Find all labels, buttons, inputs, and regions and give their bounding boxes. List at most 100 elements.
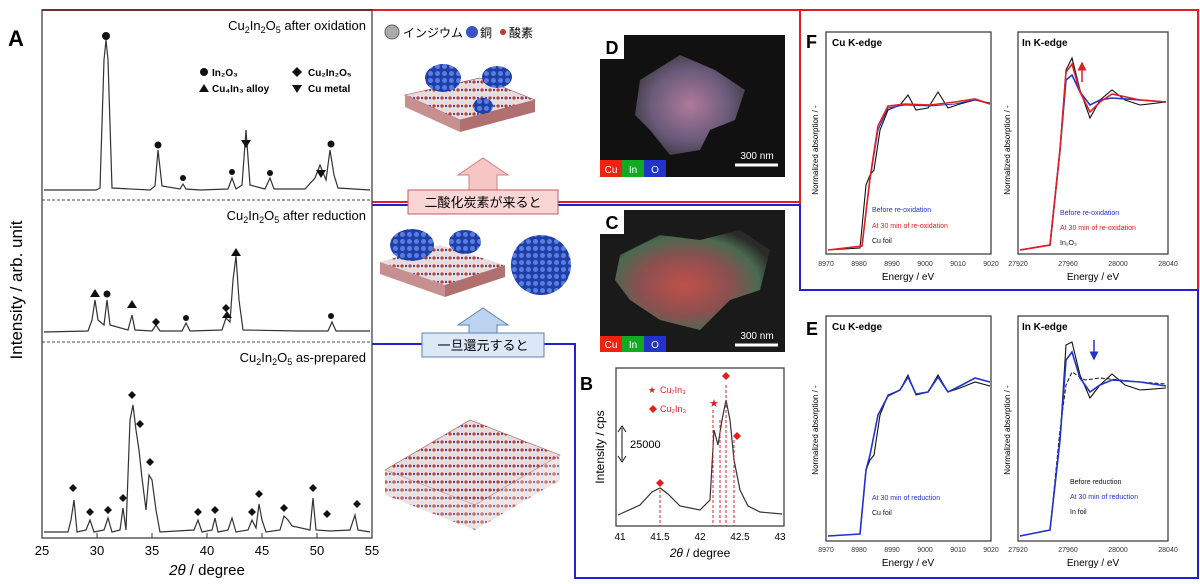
svg-text:28000: 28000 [1108,261,1128,268]
svg-text:25: 25 [35,543,49,558]
svg-text:25000: 25000 [630,439,661,451]
svg-text:Cu₂In₃: Cu₂In₃ [660,404,687,414]
micrograph-c: C 300 nm Cu In O [600,210,785,352]
panel-b-scale: 25000 [617,425,661,463]
svg-text:In₂O₃: In₂O₃ [1060,240,1077,247]
svg-text:45: 45 [255,543,269,558]
svg-text:Before reduction: Before reduction [1070,479,1121,486]
reduction-arrow: 一旦還元すると [421,307,545,358]
panel-b-ylabel: Intensity / cps [593,410,607,483]
svg-text:インジウム: インジウム [403,26,463,40]
svg-text:銅: 銅 [480,26,492,40]
svg-text:Energy / eV: Energy / eV [1067,558,1120,569]
svg-text:8970: 8970 [818,547,834,554]
panel-label-c: C [606,213,619,233]
svg-text:28040: 28040 [1158,547,1178,554]
svg-text:9000: 9000 [917,261,933,268]
svg-text:In: In [629,165,637,176]
svg-text:Energy / eV: Energy / eV [882,558,935,569]
svg-text:8980: 8980 [851,547,867,554]
svg-text:8970: 8970 [818,261,834,268]
svg-text:55: 55 [365,543,379,558]
svg-text:Cu₄In₃ alloy: Cu₄In₃ alloy [212,84,270,95]
panel-a-xticks: 25 30 35 40 45 50 55 [35,533,379,558]
svg-text:In foil: In foil [1070,509,1087,516]
pattern-title-prepared: Cu2In2O5 as-prepared [240,350,366,367]
blue-frame [372,204,1199,579]
oxidized-particle-model [404,64,536,132]
svg-text:In K-edge: In K-edge [1022,38,1068,49]
svg-text:27960: 27960 [1058,547,1078,554]
scale-bar-c: 300 nm [740,331,773,342]
svg-text:8980: 8980 [851,261,867,268]
svg-text:一旦還元すると: 一旦還元すると [437,338,528,353]
svg-text:Energy / eV: Energy / eV [1067,272,1120,283]
svg-text:In₂O₃: In₂O₃ [212,68,238,79]
svg-text:In: In [629,340,637,351]
xas-f-cu: Cu K-edge Normalized absorption / - Ener… [811,31,999,283]
panel-b-xticks: 41 41.5 42 42.5 43 [614,532,786,543]
panel-a-ylabel: Intensity / arb. unit [7,220,26,359]
svg-text:43: 43 [774,532,786,543]
xrd-pattern-reduction [43,248,370,333]
svg-text:40: 40 [200,543,214,558]
svg-text:27920: 27920 [1008,547,1028,554]
svg-text:9000: 9000 [917,547,933,554]
pattern-title-oxidation: Cu2In2O5 after oxidation [228,18,366,35]
svg-text:Cu foil: Cu foil [872,510,892,517]
svg-text:At 30 min of reduction: At 30 min of reduction [1070,494,1138,501]
atom-legend: インジウム 銅 酸素 [384,24,533,40]
as-prepared-crystal-model [384,419,561,530]
micrograph-d: D 300 nm Cu In O [600,35,785,177]
xrd-pattern-oxidation [44,32,371,191]
panel-b-axes [615,367,785,527]
svg-text:35: 35 [145,543,159,558]
panel-label-a: A [8,26,24,51]
panel-b-xlabel: 2θ / degree [669,546,731,560]
svg-text:50: 50 [310,543,324,558]
panel-b-curve [617,399,783,516]
xrd-pattern-as-prepared [44,391,371,533]
svg-text:★: ★ [648,385,656,395]
panel-label-d: D [606,38,619,58]
svg-text:41.5: 41.5 [650,532,670,543]
svg-text:27920: 27920 [1008,261,1028,268]
svg-text:O: O [651,340,659,351]
svg-text:Normalized absorption / -: Normalized absorption / - [811,105,820,195]
svg-text:Cu₇In₃: Cu₇In₃ [660,385,686,395]
svg-text:At 30 min of re-oxidation: At 30 min of re-oxidation [1060,225,1136,232]
panel-label-b: B [580,374,593,394]
svg-text:Energy / eV: Energy / eV [882,272,935,283]
svg-text:Before re-oxidation: Before re-oxidation [1060,210,1119,217]
xas-f-in: In K-edge Normalized absorption / - Ener… [1003,31,1178,283]
panel-b-markers: ★ [656,372,741,526]
pattern-title-reduction: Cu2In2O5 after reduction [227,208,366,225]
panel-label-f: F [806,32,817,52]
svg-text:27960: 27960 [1058,261,1078,268]
svg-text:8990: 8990 [884,261,900,268]
panel-a-legend: In₂O₃ Cu₂In₂O₅ Cu₄In₃ alloy Cu metal [199,67,352,95]
co2-arrow: 二酸化炭素が来ると [407,157,559,215]
svg-text:At 30 min of reduction: At 30 min of reduction [872,495,940,502]
svg-text:41: 41 [614,532,626,543]
svg-text:Cu K-edge: Cu K-edge [832,38,882,49]
svg-text:42: 42 [694,532,706,543]
panel-label-e: E [806,319,818,339]
svg-text:★: ★ [709,398,719,410]
scale-bar-d: 300 nm [740,151,773,162]
svg-text:8990: 8990 [884,547,900,554]
svg-text:Cu: Cu [605,340,618,351]
panel-a-xlabel: 2θ / degree [168,562,245,579]
svg-text:O: O [651,165,659,176]
svg-text:Normalized absorption / -: Normalized absorption / - [1003,385,1012,475]
svg-text:Normalized absorption / -: Normalized absorption / - [1003,105,1012,195]
svg-text:Cu foil: Cu foil [872,238,892,245]
xas-e-cu: Cu K-edge Normalized absorption / - Ener… [811,315,999,569]
svg-text:9020: 9020 [983,547,999,554]
svg-text:In K-edge: In K-edge [1022,322,1068,333]
svg-text:Cu: Cu [605,165,618,176]
svg-text:42.5: 42.5 [730,532,750,543]
svg-text:9010: 9010 [950,547,966,554]
svg-text:Normalized absorption / -: Normalized absorption / - [811,385,820,475]
